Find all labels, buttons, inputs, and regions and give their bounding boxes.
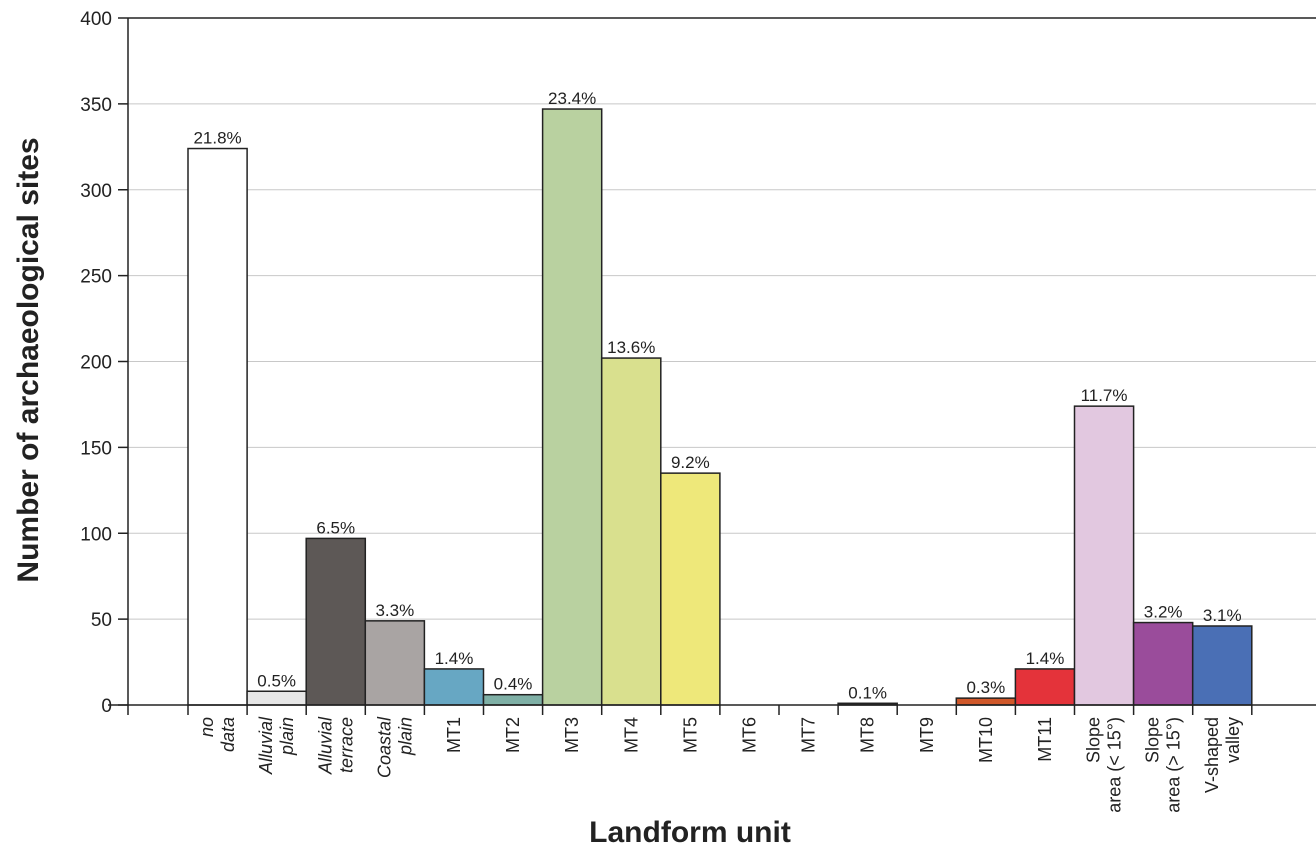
data-label: 0.4% bbox=[494, 675, 533, 694]
gridlines bbox=[128, 17, 1316, 620]
data-label: 23.4% bbox=[548, 89, 596, 108]
x-tick-label: plain bbox=[277, 717, 297, 756]
x-tick-label: Coastal bbox=[374, 716, 394, 778]
bar bbox=[660, 472, 721, 706]
y-tick-label: 150 bbox=[80, 438, 112, 459]
data-label: 1.4% bbox=[435, 649, 474, 668]
x-tick-label: MT4 bbox=[621, 717, 641, 753]
y-tick-label: 100 bbox=[80, 524, 112, 545]
x-tick-label: Alluvial bbox=[256, 716, 276, 775]
x-tick-label: MT5 bbox=[680, 717, 700, 753]
bar bbox=[246, 690, 307, 706]
y-tick-label: 300 bbox=[80, 181, 112, 202]
y-tick-label: 0 bbox=[101, 696, 112, 717]
data-label: 0.1% bbox=[848, 683, 887, 702]
bar bbox=[541, 108, 603, 706]
axes bbox=[108, 17, 1316, 715]
y-tick-label: 50 bbox=[91, 610, 112, 631]
x-axis-title: Landform unit bbox=[589, 816, 791, 849]
x-tick-label: MT11 bbox=[1035, 717, 1055, 762]
x-tick-label: area (> 15°) bbox=[1164, 717, 1184, 813]
y-axis-title: Number of archaeological sites bbox=[12, 137, 45, 582]
x-tick-label: MT8 bbox=[858, 717, 878, 753]
data-label: 13.6% bbox=[607, 338, 655, 357]
x-tick-label: Alluvial bbox=[315, 716, 335, 775]
category-labels: no data Alluvial plain Alluvial terrace Coasta… bbox=[197, 716, 1243, 813]
x-tick-label: V-shaped bbox=[1202, 717, 1222, 793]
data-label: 9.2% bbox=[671, 453, 710, 472]
bar bbox=[955, 697, 1017, 706]
y-tick-label: 250 bbox=[80, 267, 112, 288]
x-tick-label: valley bbox=[1223, 717, 1243, 763]
bar bbox=[1132, 621, 1194, 706]
x-tick-label: data bbox=[218, 717, 238, 752]
y-tick-labels: 0 50 100 150 200 250 300 350 400 bbox=[80, 9, 112, 717]
x-tick-label: no bbox=[197, 717, 217, 737]
data-label: 6.5% bbox=[316, 518, 355, 537]
x-tick-label: MT6 bbox=[739, 717, 759, 753]
x-tick-label: Slope bbox=[1143, 717, 1163, 763]
y-tick-label: 200 bbox=[80, 353, 112, 374]
x-tick-label: MT10 bbox=[976, 717, 996, 763]
x-tick-label: MT3 bbox=[562, 717, 582, 753]
bar bbox=[1073, 405, 1135, 706]
bar bbox=[482, 693, 544, 706]
bar bbox=[600, 357, 662, 706]
data-labels: 21.8% 0.5% 6.5% 3.3% 1.4% 0.4% 23.4% 13.6% 9.2% 0… bbox=[193, 89, 1241, 702]
bar bbox=[1014, 668, 1076, 706]
bar bbox=[364, 620, 426, 706]
bar bbox=[187, 147, 248, 706]
x-tick-label: MT1 bbox=[444, 717, 464, 753]
bar bbox=[305, 537, 367, 706]
data-label: 1.4% bbox=[1026, 649, 1065, 668]
data-label: 0.5% bbox=[257, 671, 296, 690]
data-label: 11.7% bbox=[1081, 386, 1128, 405]
y-tick-label: 400 bbox=[80, 9, 112, 30]
x-tick-label: Slope bbox=[1084, 717, 1104, 763]
bars bbox=[187, 108, 1253, 706]
data-label: 21.8% bbox=[193, 129, 241, 148]
bar bbox=[423, 668, 485, 706]
bar bbox=[1191, 625, 1253, 706]
x-tick-label: MT2 bbox=[503, 717, 523, 753]
x-tick-label: area (< 15°) bbox=[1105, 717, 1125, 813]
x-tick-label: terrace bbox=[336, 717, 356, 773]
x-tick-label: MT9 bbox=[917, 717, 937, 753]
data-label: 0.3% bbox=[966, 678, 1005, 697]
x-tick-label: plain bbox=[395, 717, 415, 756]
x-tick-label: MT7 bbox=[799, 717, 819, 753]
data-label: 3.1% bbox=[1203, 606, 1242, 625]
y-tick-label: 350 bbox=[80, 95, 112, 116]
data-label: 3.2% bbox=[1144, 603, 1183, 622]
data-label: 3.3% bbox=[375, 601, 414, 620]
